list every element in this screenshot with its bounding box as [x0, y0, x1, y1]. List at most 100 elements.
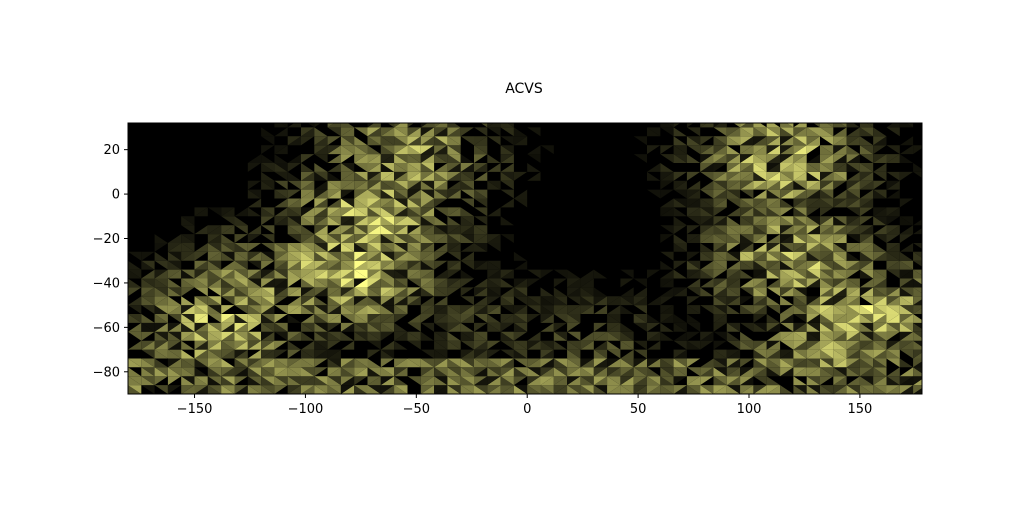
mesh-triangle: [234, 278, 248, 288]
mesh-triangle: [314, 358, 328, 368]
mesh-triangle: [513, 305, 528, 314]
mesh-triangle: [380, 243, 395, 252]
mesh-triangle: [766, 225, 781, 235]
mesh-triangle: [287, 123, 301, 128]
mesh-triangle: [221, 269, 235, 279]
mesh-triangle: [753, 123, 767, 128]
mesh-triangle: [820, 216, 834, 226]
mesh-triangle: [886, 349, 900, 359]
mesh-triangle: [580, 367, 594, 377]
mesh-triangle: [394, 136, 408, 146]
mesh-triangle: [580, 376, 594, 386]
mesh-triangle: [380, 234, 395, 243]
mesh-triangle: [700, 385, 714, 394]
mesh-triangle: [167, 367, 182, 377]
mesh-triangle: [580, 340, 594, 350]
mesh-triangle: [673, 322, 687, 332]
mesh-triangle: [367, 331, 381, 341]
mesh-triangle: [314, 278, 328, 288]
mesh-triangle: [527, 376, 541, 386]
mesh-triangle: [846, 243, 860, 252]
mesh-triangle: [580, 296, 594, 306]
mesh-triangle: [780, 180, 794, 190]
mesh-triangle: [713, 340, 727, 350]
mesh-triangle: [314, 287, 328, 297]
mesh-triangle: [394, 198, 408, 208]
mesh-triangle: [500, 331, 514, 341]
mesh-triangle: [367, 136, 381, 146]
mesh-triangle: [859, 349, 874, 359]
mesh-triangle: [181, 225, 195, 235]
mesh-triangle: [793, 367, 807, 377]
mesh-triangle: [394, 180, 408, 190]
mesh-triangle: [367, 225, 381, 235]
mesh-triangle: [340, 251, 355, 261]
mesh-triangle: [793, 314, 807, 323]
mesh-triangle: [181, 385, 195, 394]
mesh-triangle: [261, 243, 275, 252]
mesh-triangle: [833, 331, 847, 341]
mesh-triangle: [753, 171, 767, 181]
mesh-triangle: [673, 349, 687, 359]
heatmap-mesh: [128, 123, 922, 394]
mesh-triangle: [740, 198, 754, 208]
mesh-triangle: [487, 180, 501, 190]
mesh-triangle: [447, 287, 461, 297]
mesh-triangle: [474, 127, 488, 137]
mesh-triangle: [899, 305, 914, 314]
mesh-triangle: [686, 269, 701, 279]
mesh-triangle: [806, 296, 820, 306]
mesh-triangle: [753, 367, 767, 377]
mesh-triangle: [833, 278, 847, 288]
mesh-triangle: [899, 376, 914, 386]
mesh-triangle: [420, 322, 435, 332]
mesh-triangle: [314, 234, 328, 243]
mesh-triangle: [420, 171, 435, 181]
mesh-triangle: [859, 340, 874, 350]
mesh-triangle: [221, 367, 235, 377]
mesh-triangle: [686, 123, 694, 128]
mesh-triangle: [394, 198, 408, 208]
mesh-triangle: [354, 198, 368, 208]
mesh-triangle: [740, 358, 754, 368]
mesh-triangle: [181, 278, 195, 288]
mesh-triangle: [221, 314, 235, 323]
mesh-triangle: [447, 367, 461, 377]
mesh-triangle: [913, 352, 922, 359]
mesh-triangle: [806, 349, 820, 359]
mesh-triangle: [234, 358, 248, 368]
mesh-triangle: [780, 234, 794, 243]
mesh-triangle: [806, 163, 820, 172]
mesh-triangle: [234, 349, 248, 359]
mesh-triangle: [913, 331, 922, 338]
mesh-triangle: [340, 225, 355, 235]
mesh-triangle: [340, 296, 355, 306]
mesh-triangle: [846, 180, 860, 190]
mesh-triangle: [181, 331, 195, 341]
mesh-triangle: [460, 305, 474, 314]
mesh-triangle: [567, 278, 581, 288]
mesh-triangle: [859, 127, 874, 137]
mesh-triangle: [873, 278, 887, 288]
mesh-triangle: [447, 234, 461, 243]
mesh-triangle: [474, 225, 488, 235]
mesh-triangle: [301, 154, 315, 163]
mesh-triangle: [820, 296, 834, 306]
mesh-triangle: [354, 269, 368, 279]
mesh-triangle: [500, 123, 514, 128]
mesh-triangle: [660, 171, 674, 181]
mesh-triangle: [234, 260, 248, 270]
mesh-triangle: [287, 340, 301, 350]
mesh-triangle: [513, 376, 528, 386]
mesh-triangle: [234, 331, 248, 341]
mesh-triangle: [407, 278, 421, 288]
mesh-triangle: [221, 243, 235, 252]
mesh-triangle: [287, 234, 301, 243]
mesh-triangle: [846, 260, 860, 270]
mesh-triangle: [194, 225, 208, 235]
mesh-triangle: [327, 225, 341, 235]
mesh-triangle: [354, 136, 368, 146]
mesh-triangle: [167, 322, 182, 332]
mesh-triangle: [713, 367, 727, 377]
mesh-triangle: [420, 163, 435, 172]
